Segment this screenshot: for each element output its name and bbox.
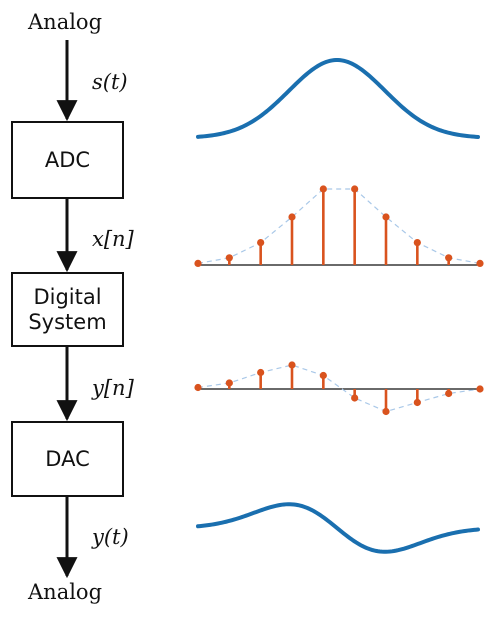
adc-label: ADC	[44, 147, 91, 172]
x-n-sample-9	[476, 259, 484, 267]
x-n-sample-8	[445, 254, 453, 262]
digital-system-block: Digital System	[11, 272, 124, 347]
y-n-samples	[194, 361, 484, 416]
y-n-sample-2	[257, 368, 265, 377]
x-n-sample-5	[351, 185, 359, 193]
analog-input-label: Analog	[28, 10, 103, 34]
y-n-sample-5	[351, 394, 359, 402]
signal-label-x-n: x[n]	[92, 227, 134, 251]
x-n-samples	[194, 185, 484, 267]
signal-label-y-n: y[n]	[92, 376, 134, 400]
y-n-envelope	[197, 364, 481, 413]
x-n-envelope	[197, 188, 481, 264]
y-n-sample-1	[225, 379, 233, 387]
y-n-sample-3	[288, 361, 296, 369]
dac-block: DAC	[11, 421, 124, 497]
x-n-sample-7	[413, 239, 421, 247]
x-n-sample-4	[319, 185, 327, 193]
x-n-sample-1	[225, 254, 233, 262]
digital-system-label: Digital System	[28, 285, 107, 334]
y-n-sample-7	[413, 398, 421, 407]
dac-label: DAC	[45, 446, 90, 471]
adc-block: ADC	[11, 121, 124, 199]
x-n-sample-6	[382, 213, 390, 221]
y-n-sample-6	[382, 407, 390, 416]
analog-output-waveform	[196, 502, 480, 554]
analog-input-waveform	[196, 58, 480, 139]
y-n-sample-8	[445, 389, 453, 398]
y-n-sample-0	[194, 383, 202, 392]
signal-label-y-t: y(t)	[92, 525, 129, 549]
x-n-sample-0	[194, 259, 202, 267]
x-n-sample-2	[257, 239, 265, 247]
signal-label-s-t: s(t)	[92, 70, 128, 94]
analog-output-label: Analog	[28, 580, 103, 604]
y-n-sample-4	[319, 371, 327, 380]
x-n-sample-3	[288, 213, 296, 221]
y-n-sample-9	[476, 385, 484, 393]
